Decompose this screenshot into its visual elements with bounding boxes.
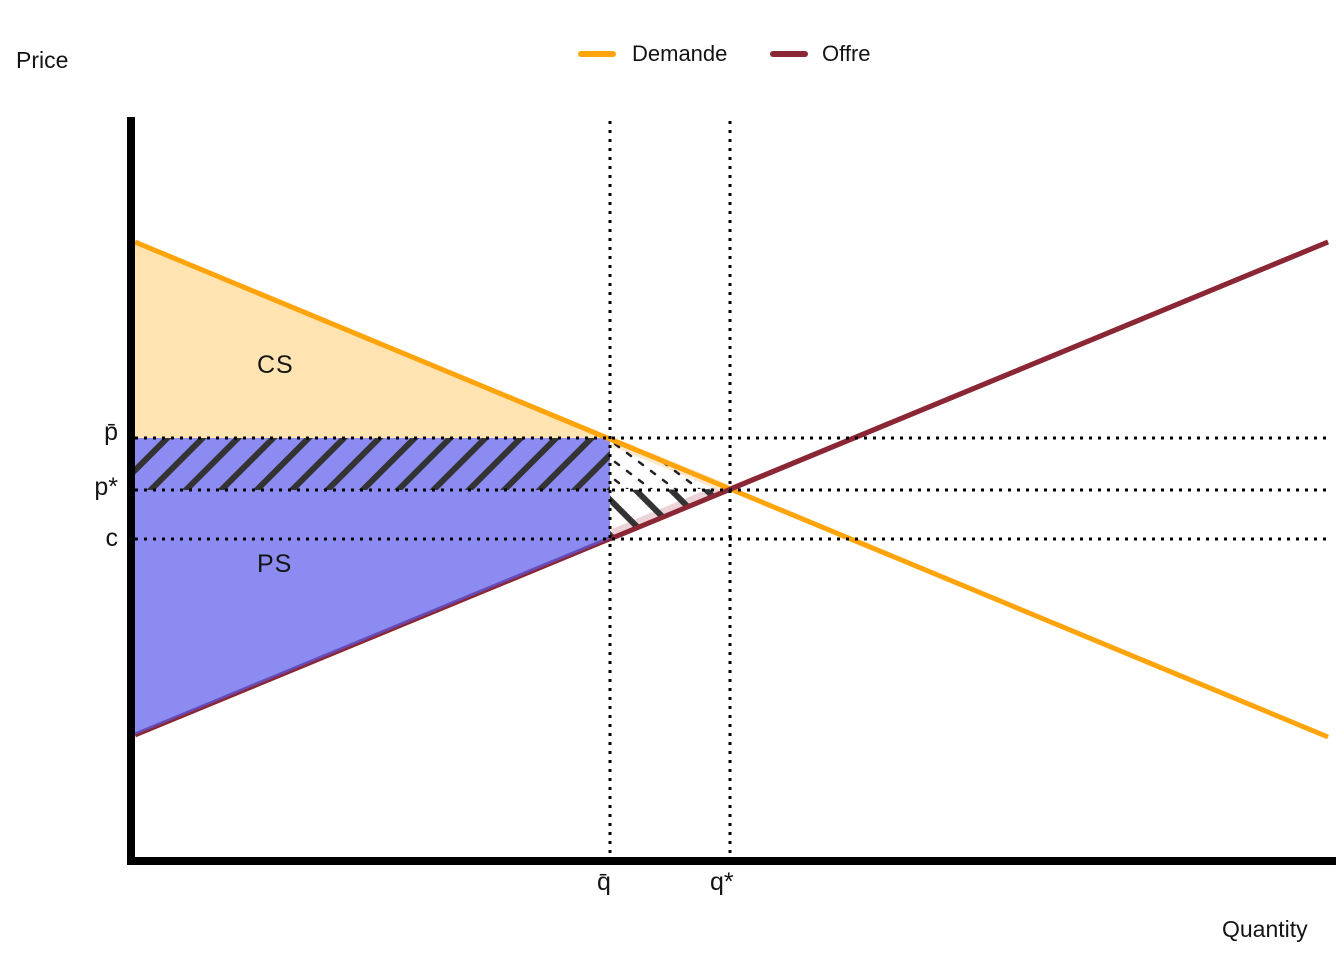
legend-demande-swatch-icon [578, 51, 616, 57]
x-axis-title: Quantity [1222, 916, 1308, 942]
tick-label-pstar: p* [94, 473, 118, 501]
supply-line-right-segment [609, 239, 1329, 542]
legend-offre-label: Offre [822, 41, 871, 66]
ps-region [135, 438, 610, 735]
cs-label: CS [257, 351, 294, 379]
y-axis-title: Price [16, 47, 69, 73]
legend-offre-swatch-icon [770, 51, 808, 57]
legend-demande-label: Demande [632, 41, 728, 66]
tick-label-c: c [105, 524, 119, 552]
tick-label-qbar: q̄ [597, 868, 611, 896]
tick-label-qstar: q* [710, 868, 734, 896]
ps-label: PS [257, 550, 293, 578]
transfer-hatch-region [135, 438, 610, 490]
tick-label-pbar: p̄ [104, 418, 118, 446]
